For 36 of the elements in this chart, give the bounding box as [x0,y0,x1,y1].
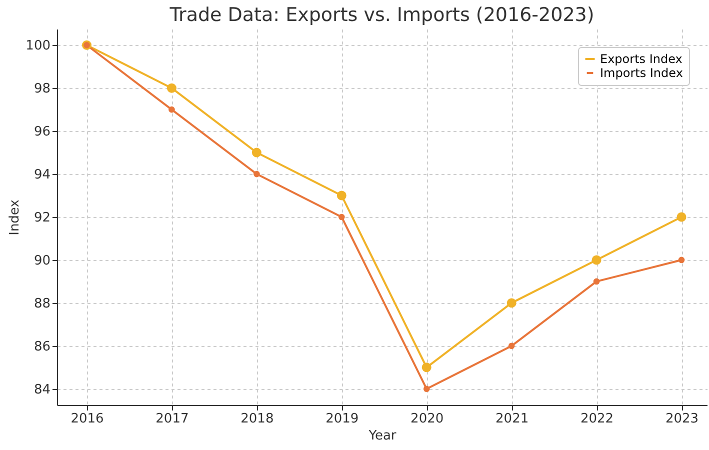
chart-title: Trade Data: Exports vs. Imports (2016-2023) [168,4,594,26]
point [678,256,685,264]
y-tick-label: 90 [34,253,50,268]
y-tick-label: 98 [34,82,50,97]
point [254,170,260,178]
y-tick-label: 94 [34,168,50,183]
x-tick-label: 2019 [326,412,359,426]
x-tick-label: 2022 [580,412,614,426]
x-tick-label: 2020 [410,412,444,426]
x-tick-label: 2016 [70,412,104,426]
x-axis-title: Year [368,428,397,444]
x-tick-label: 2023 [665,412,699,426]
legend-label: Imports Index [600,66,683,80]
point [592,255,602,265]
y-tick-label: 100 [26,38,50,54]
point [422,362,432,372]
y-tick-label: 92 [34,210,50,226]
point [676,212,686,222]
y-tick-label: 86 [34,339,50,354]
y-tick-label: 88 [34,296,50,312]
point [338,214,345,220]
point [168,106,175,113]
y-axis-title: Index [8,199,23,236]
point [336,190,346,200]
x-tick-label: 2017 [156,412,189,426]
x-tick-label: 2021 [496,412,529,426]
point [506,298,516,308]
y-tick-label: 96 [34,124,50,140]
x-tick-label: 2018 [240,412,274,426]
point [593,278,600,285]
point [166,83,176,93]
legend-label: Exports Index [600,52,682,66]
point [252,148,262,158]
point [508,342,515,350]
y-tick-label: 84 [34,382,50,398]
point [423,386,430,392]
